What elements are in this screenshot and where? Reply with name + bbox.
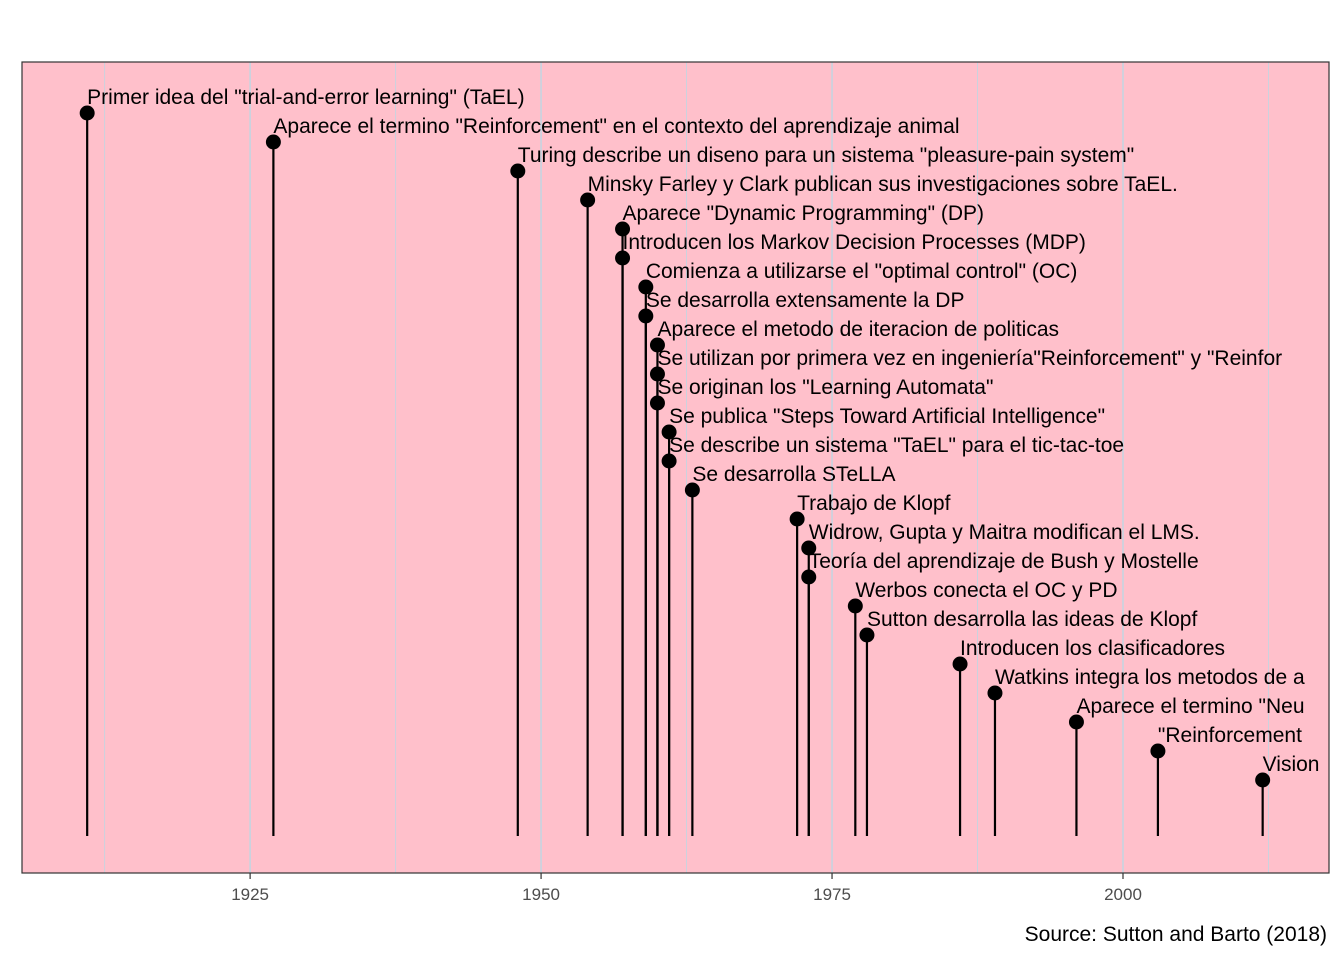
- event-point: [684, 482, 700, 498]
- event-point: [801, 540, 817, 556]
- event-label: Se originan los "Learning Automata": [657, 376, 993, 399]
- event-point: [79, 105, 95, 121]
- event-label: Aparece el termino "Reinforcement" en el…: [273, 115, 959, 138]
- source-caption: Source: Sutton and Barto (2018): [1025, 923, 1327, 946]
- event-label: Se desarrolla extensamente la DP: [646, 289, 965, 312]
- event-label: Se publica "Steps Toward Artificial Inte…: [669, 405, 1105, 428]
- event-point: [987, 685, 1003, 701]
- event-point: [265, 134, 281, 150]
- event-label: Introducen los clasificadores: [960, 637, 1225, 660]
- event-label: Se utilizan por primera vez en ingenierí…: [657, 347, 1282, 370]
- event-point: [847, 598, 863, 614]
- event-point: [801, 569, 817, 585]
- x-tick-label: 1950: [522, 885, 560, 904]
- event-label: Sutton desarrolla las ideas de Klopf: [867, 608, 1198, 631]
- event-point: [510, 163, 526, 179]
- event-label: Aparece el termino "Neu: [1076, 695, 1304, 718]
- event-point: [638, 308, 654, 324]
- event-point: [1150, 743, 1166, 759]
- event-point: [649, 395, 665, 411]
- event-label: Primer idea del "trial-and-error learnin…: [87, 86, 524, 109]
- x-tick-label: 2000: [1104, 885, 1142, 904]
- event-label: "Reinforcement: [1158, 724, 1302, 747]
- event-label: Se desarrolla STeLLA: [692, 463, 895, 486]
- x-axis: 1925 1950 1975 2000: [231, 873, 1142, 904]
- event-label: Werbos conecta el OC y PD: [855, 579, 1117, 602]
- plot-panel: [22, 62, 1329, 873]
- event-labels: Primer idea del "trial-and-error learnin…: [87, 86, 1319, 776]
- event-label: Watkins integra los metodos de a: [995, 666, 1305, 689]
- event-point: [615, 221, 631, 237]
- event-label: Vision: [1263, 753, 1320, 776]
- event-point: [638, 279, 654, 295]
- event-label: Introducen los Markov Decision Processes…: [623, 231, 1086, 254]
- panel-border: [21, 61, 1330, 874]
- event-point: [952, 656, 968, 672]
- event-point: [649, 337, 665, 353]
- event-label: Se describe un sistema "TaEL" para el ti…: [669, 434, 1124, 457]
- event-point: [649, 366, 665, 382]
- points: [79, 105, 1271, 788]
- event-label: Teoría del aprendizaje de Bush y Mostell…: [809, 550, 1199, 573]
- gridlines: [104, 62, 1269, 873]
- event-point: [789, 511, 805, 527]
- event-point: [615, 250, 631, 266]
- event-label: Turing describe un diseno para un sistem…: [518, 144, 1134, 167]
- event-label: Aparece el metodo de iteracion de politi…: [657, 318, 1059, 341]
- event-label: Aparece "Dynamic Programming" (DP): [623, 202, 985, 225]
- event-label: Widrow, Gupta y Maitra modifican el LMS.: [809, 521, 1200, 544]
- stems: [86, 113, 1264, 836]
- x-tick-label: 1925: [231, 885, 269, 904]
- event-point: [1255, 772, 1271, 788]
- event-point: [580, 192, 596, 208]
- event-point: [1068, 714, 1084, 730]
- event-point: [661, 453, 677, 469]
- event-label: Minsky Farley y Clark publican sus inves…: [588, 173, 1178, 196]
- event-point: [859, 627, 875, 643]
- x-tick-label: 1975: [813, 885, 851, 904]
- event-label: Trabajo de Klopf: [797, 492, 950, 515]
- event-label: Comienza a utilizarse el "optimal contro…: [646, 260, 1078, 283]
- event-point: [661, 424, 677, 440]
